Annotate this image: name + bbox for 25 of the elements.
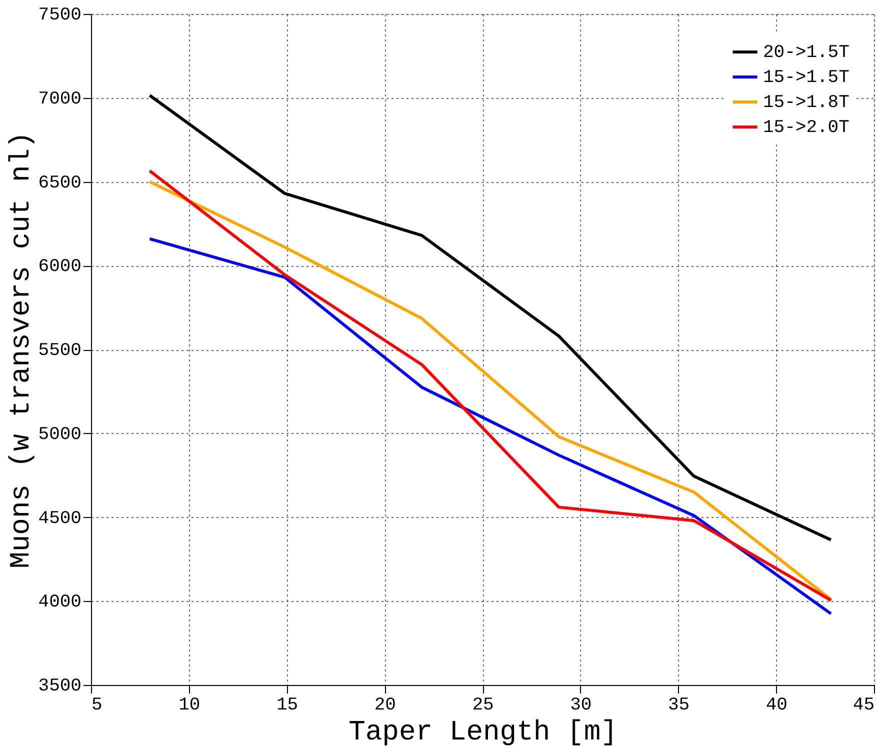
x-tick-label: 25 [472,696,494,716]
legend-label: 20->1.5T [763,43,850,63]
y-tick-label: 6500 [38,173,82,194]
x-axis-title: Taper Length [m] [348,718,618,748]
legend-label: 15->1.5T [763,68,850,88]
x-tick-label: 45 [852,696,874,716]
legend-label: 15->2.0T [763,118,850,138]
y-tick-label: 4000 [38,592,82,613]
legend-label: 15->1.8T [763,93,850,113]
x-tick-label: 40 [766,696,788,716]
x-tick-label: 10 [178,696,200,716]
y-tick-label: 4500 [38,508,82,529]
y-tick-label: 7000 [38,89,82,110]
x-tick-label: 20 [374,696,396,716]
y-tick-label: 6000 [38,257,82,278]
line-series [148,237,832,616]
x-tick-label: 30 [570,696,592,716]
y-tick-label: 7500 [38,6,82,26]
y-tick-label: 3500 [38,676,82,696]
y-axis-title: Muons (w transvers cut nl) [6,132,38,568]
y-tick-label: 5500 [38,341,82,361]
x-tick-label: 35 [668,696,690,716]
y-tick-label: 5000 [38,424,82,445]
x-tick-label: 5 [92,696,102,716]
x-tick-label: 15 [276,696,298,716]
